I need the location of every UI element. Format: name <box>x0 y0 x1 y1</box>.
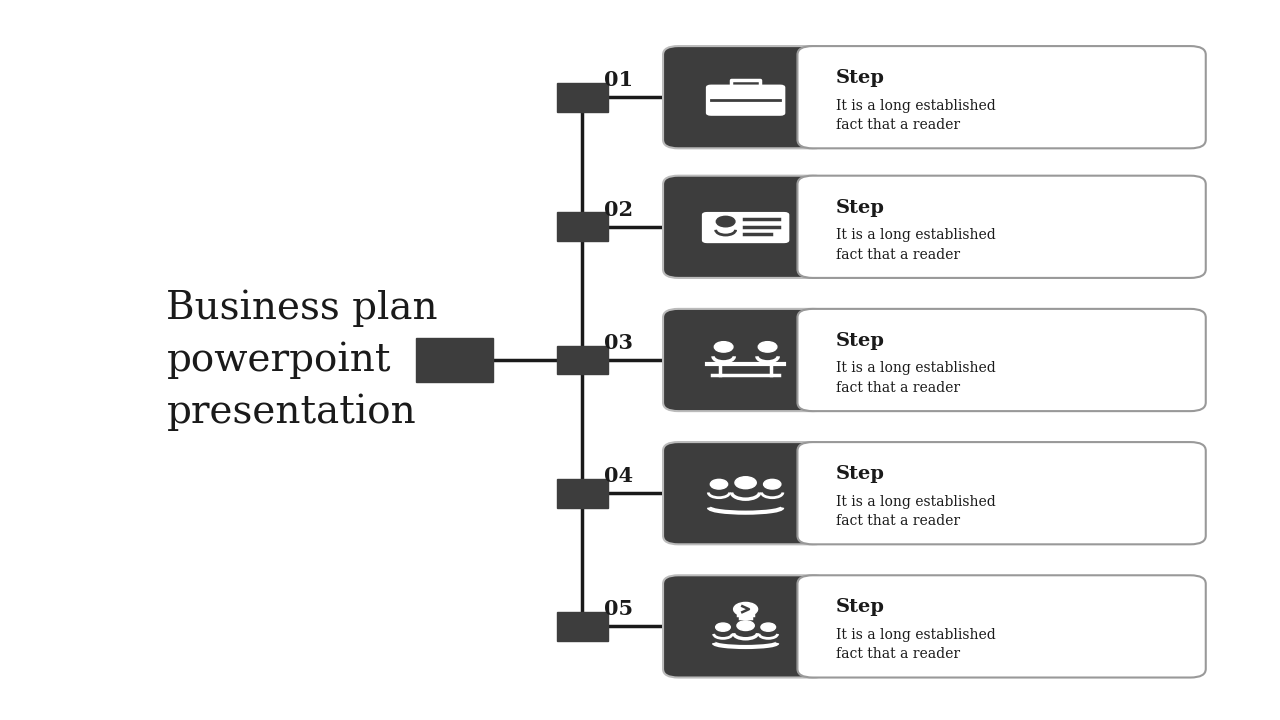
FancyBboxPatch shape <box>663 442 828 544</box>
FancyBboxPatch shape <box>797 442 1206 544</box>
Text: It is a long established
fact that a reader: It is a long established fact that a rea… <box>836 99 996 132</box>
FancyBboxPatch shape <box>663 46 828 148</box>
FancyBboxPatch shape <box>797 176 1206 278</box>
Text: It is a long established
fact that a reader: It is a long established fact that a rea… <box>836 628 996 662</box>
FancyBboxPatch shape <box>557 212 608 241</box>
FancyBboxPatch shape <box>797 309 1206 411</box>
Text: 02: 02 <box>604 199 634 220</box>
Text: 01: 01 <box>604 70 634 90</box>
Circle shape <box>760 623 776 631</box>
Circle shape <box>710 480 727 489</box>
Text: It is a long established
fact that a reader: It is a long established fact that a rea… <box>836 495 996 528</box>
Text: It is a long established
fact that a reader: It is a long established fact that a rea… <box>836 228 996 262</box>
FancyBboxPatch shape <box>705 84 786 116</box>
Text: Step: Step <box>836 199 884 217</box>
FancyBboxPatch shape <box>797 46 1206 148</box>
FancyBboxPatch shape <box>663 176 828 278</box>
Circle shape <box>764 480 781 489</box>
Text: Step: Step <box>836 465 884 483</box>
FancyBboxPatch shape <box>663 309 828 411</box>
Text: Step: Step <box>836 69 884 87</box>
Circle shape <box>717 216 735 227</box>
Circle shape <box>735 477 756 489</box>
Circle shape <box>716 623 731 631</box>
FancyBboxPatch shape <box>416 338 493 382</box>
FancyBboxPatch shape <box>701 212 790 243</box>
Text: Business plan
powerpoint
presentation: Business plan powerpoint presentation <box>166 289 438 431</box>
Circle shape <box>714 342 733 352</box>
Circle shape <box>733 603 758 616</box>
Text: 05: 05 <box>604 599 634 619</box>
Circle shape <box>737 621 754 631</box>
Circle shape <box>758 342 777 352</box>
FancyBboxPatch shape <box>557 479 608 508</box>
Text: 04: 04 <box>604 466 634 486</box>
Text: Step: Step <box>836 332 884 350</box>
Text: It is a long established
fact that a reader: It is a long established fact that a rea… <box>836 361 996 395</box>
Text: 03: 03 <box>604 333 634 353</box>
FancyBboxPatch shape <box>557 612 608 641</box>
FancyBboxPatch shape <box>663 575 828 678</box>
FancyBboxPatch shape <box>797 575 1206 678</box>
FancyBboxPatch shape <box>557 346 608 374</box>
Text: Step: Step <box>836 598 884 616</box>
FancyBboxPatch shape <box>557 83 608 112</box>
